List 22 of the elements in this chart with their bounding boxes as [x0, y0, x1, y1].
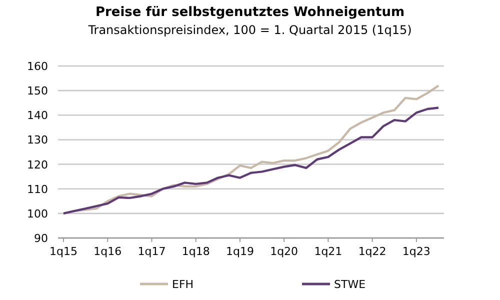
- y-tick-label: 90: [34, 232, 48, 245]
- legend-label: STWE: [334, 278, 366, 291]
- x-tick-label: 1q18: [182, 245, 210, 258]
- chart-subtitle: Transaktionspreisindex, 100 = 1. Quartal 2015 (1q15): [87, 23, 412, 37]
- y-tick-label: 120: [27, 158, 48, 172]
- y-tick-label: 130: [27, 134, 48, 147]
- x-tick-label: 1q15: [50, 245, 78, 258]
- chart-title: Preise für selbstgenutztes Wohneigentum: [95, 5, 405, 20]
- y-tick-label: 100: [27, 207, 48, 220]
- line-series: [62, 106, 440, 215]
- y-tick-label: 110: [27, 182, 48, 196]
- x-tick-label: 1q23: [402, 245, 430, 258]
- x-tick-label: 1q19: [226, 245, 254, 258]
- x-tick-label: 1q20: [270, 245, 298, 258]
- x-tick-label: 1q22: [358, 245, 386, 258]
- legend-label: EFH: [172, 278, 194, 291]
- x-tick-label: 1q17: [138, 245, 166, 258]
- x-tick-label: 1q16: [94, 245, 122, 258]
- y-tick-label: 150: [27, 84, 48, 98]
- y-tick-label: 160: [27, 60, 48, 73]
- y-tick-label: 140: [27, 109, 48, 122]
- x-tick-label: 1q21: [314, 245, 342, 258]
